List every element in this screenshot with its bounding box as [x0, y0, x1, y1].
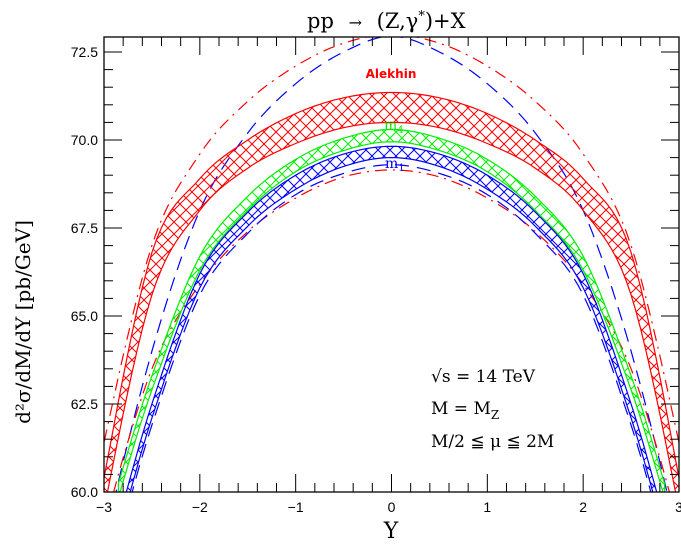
tick-labels: −3 −2 −1 0 1 2 3 60.0 62.5 65.0 67.5 70.0 72.5 [71, 44, 681, 515]
y-tick-label: 65.0 [71, 308, 98, 324]
m4-band [117, 128, 666, 492]
x-tick-label: −2 [192, 499, 208, 515]
x-tick-label: 2 [579, 499, 587, 515]
x-tick-label: 3 [675, 499, 681, 515]
x-tick-label: 1 [483, 499, 491, 515]
m4-label: m4 [384, 118, 404, 136]
y-tick-label: 67.5 [71, 220, 98, 236]
y-tick-label: 72.5 [71, 44, 98, 60]
chart-title: pp → (Z,γ*)+X [307, 9, 466, 33]
blue-dashed-upper-line [115, 37, 668, 492]
m1-band [125, 145, 658, 492]
info-mass: M = MZ [431, 399, 499, 422]
red-dash-dot-upper-line [104, 37, 679, 446]
x-axis-label: Y [383, 519, 399, 544]
x-tick-label: −3 [96, 499, 112, 515]
x-tick-label: 0 [388, 499, 396, 515]
alekhin-label: Alekhin [366, 67, 417, 81]
alekhin-band [104, 91, 679, 492]
plot-area [104, 37, 679, 492]
y-tick-label: 62.5 [71, 396, 98, 412]
m1-label: m1 [385, 156, 405, 174]
info-scale: M/2 ≦ μ ≦ 2M [431, 432, 554, 452]
y-axis-label: d²σ/dM/dY [pb/GeV] [11, 220, 35, 424]
y-tick-label: 60.0 [71, 484, 98, 500]
y-tick-label: 70.0 [71, 132, 98, 148]
info-sqrt-s: √s = 14 TeV [431, 367, 536, 387]
x-tick-label: −1 [288, 499, 304, 515]
axis-ticks [103, 37, 680, 493]
